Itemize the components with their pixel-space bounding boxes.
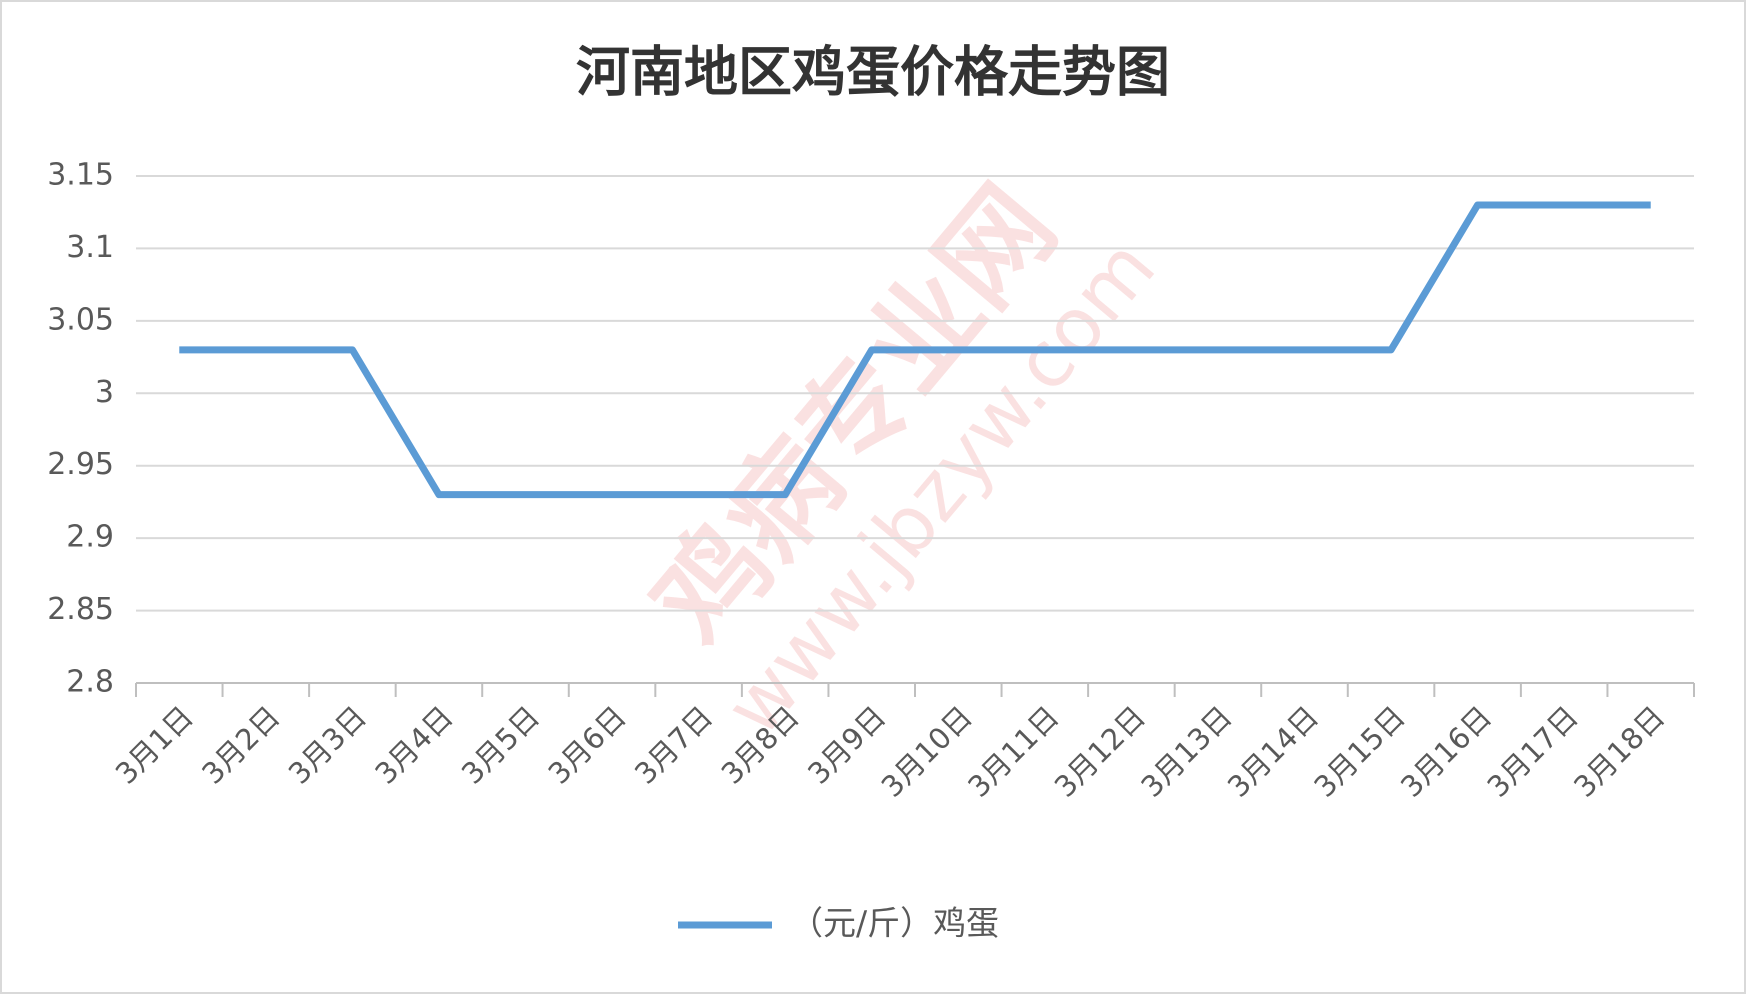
y-tick-label: 2.9 <box>66 520 114 555</box>
y-tick-label: 3.15 <box>47 158 114 193</box>
y-tick-label: 3 <box>95 375 114 410</box>
y-tick-label: 2.8 <box>66 665 114 700</box>
legend-label: （元/斤）鸡蛋 <box>790 904 999 943</box>
y-tick-label: 3.05 <box>47 302 114 337</box>
y-tick-label: 2.85 <box>47 592 114 627</box>
chart-title: 河南地区鸡蛋价格走势图 <box>576 41 1170 104</box>
series-line <box>179 201 1651 499</box>
y-tick-label: 3.1 <box>66 230 114 265</box>
y-tick-label: 2.95 <box>47 447 114 482</box>
